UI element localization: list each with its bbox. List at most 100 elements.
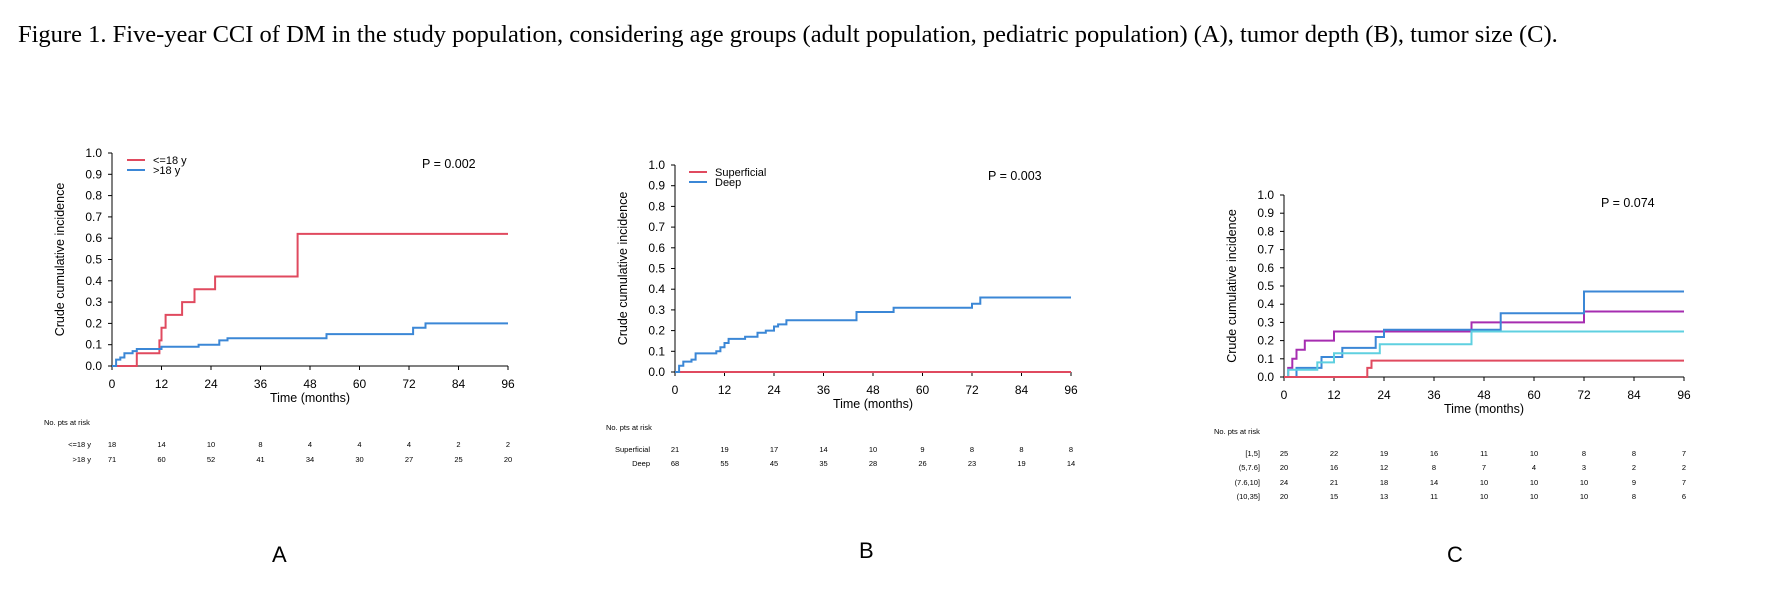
legend-label: >18 y — [153, 165, 181, 177]
risk-value: 4 — [308, 440, 312, 449]
risk-value: 4 — [407, 440, 411, 449]
series-line-1 — [112, 232, 508, 367]
risk-value: 2 — [456, 440, 460, 449]
risk-value: 14 — [1430, 478, 1438, 487]
risk-value: 20 — [1280, 492, 1288, 501]
panel-letter-c: C — [1447, 542, 1463, 567]
y-tick-label: 0.1 — [85, 338, 102, 352]
risk-value: 52 — [207, 455, 215, 464]
risk-value: 19 — [1380, 449, 1388, 458]
x-tick-label: 12 — [155, 377, 169, 391]
risk-value: 45 — [770, 459, 778, 468]
risk-value: 7 — [1482, 463, 1486, 472]
risk-value: 16 — [1430, 449, 1438, 458]
x-tick-label: 24 — [204, 377, 218, 391]
y-tick-label: 0.5 — [1257, 279, 1274, 293]
series-line-4 — [1284, 359, 1684, 378]
p-value-annotation: P = 0.074 — [1601, 196, 1655, 210]
x-tick-label: 84 — [1015, 383, 1029, 397]
risk-value: 18 — [1380, 478, 1388, 487]
legend-label: Deep — [715, 177, 741, 189]
risk-value: 22 — [1330, 449, 1338, 458]
x-tick-label: 12 — [1327, 388, 1341, 402]
x-tick-label: 12 — [718, 383, 732, 397]
risk-value: 21 — [671, 445, 679, 454]
x-tick-label: 60 — [916, 383, 930, 397]
risk-value: 16 — [1330, 463, 1338, 472]
risk-value: 2 — [506, 440, 510, 449]
chart-panel-c: 0.00.10.20.30.40.50.60.70.80.91.00 12 24 36… — [1214, 188, 1691, 501]
risk-value: 55 — [720, 459, 728, 468]
legend-label: <=18 y — [153, 155, 187, 167]
y-tick-label: 0.6 — [85, 231, 102, 245]
risk-value: 30 — [355, 455, 363, 464]
panel-letter-a: A — [272, 542, 287, 567]
risk-row-label: Superficial — [615, 445, 650, 454]
y-tick-label: 0.8 — [648, 199, 665, 213]
chart-panel-a: 0.00.10.20.30.40.50.60.70.80.91.00 12 24 36… — [44, 146, 515, 464]
risk-value: 8 — [1632, 492, 1636, 501]
risk-value: 25 — [454, 455, 462, 464]
p-value-annotation: P = 0.003 — [988, 169, 1042, 183]
x-tick-label: 24 — [767, 383, 781, 397]
p-value-annotation: P = 0.002 — [422, 157, 476, 171]
y-tick-label: 0.4 — [85, 274, 102, 288]
x-axis-label: Time (months) — [1444, 402, 1524, 416]
risk-table-header: No. pts at risk — [44, 418, 90, 427]
risk-value: 17 — [770, 445, 778, 454]
y-tick-label: 0.1 — [1257, 352, 1274, 366]
y-axis-label: Crude cumulative incidence — [1225, 209, 1239, 363]
y-tick-label: 0.0 — [85, 359, 102, 373]
x-tick-label: 48 — [303, 377, 317, 391]
series-line-2 — [1284, 290, 1684, 378]
x-tick-label: 36 — [817, 383, 831, 397]
y-tick-label: 0.1 — [648, 344, 665, 358]
risk-value: 19 — [720, 445, 728, 454]
risk-value: 20 — [1280, 463, 1288, 472]
risk-value: 14 — [1067, 459, 1075, 468]
y-tick-label: 0.2 — [648, 324, 665, 338]
x-tick-label: 96 — [501, 377, 515, 391]
risk-value: 10 — [207, 440, 215, 449]
risk-value: 10 — [869, 445, 877, 454]
risk-value: 14 — [819, 445, 827, 454]
x-tick-label: 0 — [109, 377, 116, 391]
y-tick-label: 0.3 — [1257, 315, 1274, 329]
x-tick-label: 60 — [353, 377, 367, 391]
x-tick-label: 24 — [1377, 388, 1391, 402]
risk-value: 7 — [1682, 478, 1686, 487]
y-tick-label: 0.4 — [1257, 297, 1274, 311]
y-tick-label: 0.6 — [1257, 261, 1274, 275]
risk-value: 10 — [1580, 492, 1588, 501]
risk-row-label: [1,5] — [1245, 449, 1260, 458]
risk-value: 9 — [920, 445, 924, 454]
y-tick-label: 0.4 — [648, 282, 665, 296]
risk-value: 11 — [1430, 492, 1438, 501]
risk-value: 2 — [1682, 463, 1686, 472]
y-tick-label: 0.7 — [648, 220, 665, 234]
risk-value: 10 — [1530, 478, 1538, 487]
risk-value: 71 — [108, 455, 116, 464]
risk-value: 4 — [357, 440, 361, 449]
x-tick-label: 72 — [1577, 388, 1591, 402]
risk-value: 34 — [306, 455, 314, 464]
y-tick-label: 0.8 — [1257, 224, 1274, 238]
series-line-3 — [1284, 330, 1684, 378]
risk-value: 8 — [970, 445, 974, 454]
risk-value: 8 — [1632, 449, 1636, 458]
risk-value: 15 — [1330, 492, 1338, 501]
risk-value: 18 — [108, 440, 116, 449]
legend-label: Superficial — [715, 167, 766, 179]
y-tick-label: 1.0 — [1257, 188, 1274, 202]
risk-value: 41 — [256, 455, 264, 464]
y-tick-label: 0.2 — [85, 316, 102, 330]
chart-panel-b: 0.0 0.1 0.2 0.3 0.4 0.5 0.6 0.7 0.8 0.9 1.0 0 12 24 36… — [606, 158, 1078, 468]
risk-table-header: No. pts at risk — [1214, 427, 1260, 436]
risk-value: 14 — [157, 440, 165, 449]
risk-value: 8 — [1069, 445, 1073, 454]
risk-row-label: >18 y — [72, 455, 91, 464]
y-axis-label: Crude cumulative incidence — [616, 192, 630, 346]
risk-row-label: <=18 y — [68, 440, 91, 449]
y-tick-label: 0.3 — [648, 303, 665, 317]
